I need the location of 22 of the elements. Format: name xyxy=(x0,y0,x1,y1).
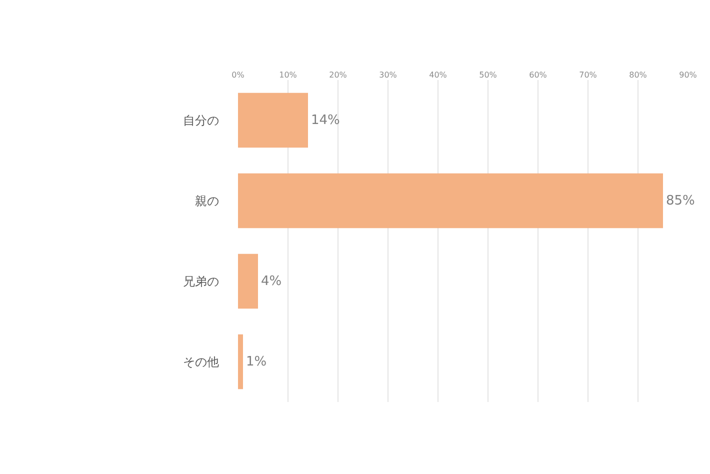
y-tick-label: 親の xyxy=(195,194,219,208)
bar xyxy=(238,334,243,390)
bar xyxy=(238,254,258,309)
x-tick-label: 40% xyxy=(429,70,448,80)
y-tick-label: 自分の xyxy=(183,113,219,128)
x-tick-label: 60% xyxy=(529,70,548,80)
x-tick-label: 50% xyxy=(479,70,498,80)
y-tick-label: 兄弟の xyxy=(183,274,219,288)
x-tick-label: 30% xyxy=(379,70,398,80)
data-label: 14% xyxy=(311,112,340,128)
x-tick-label: 70% xyxy=(579,70,598,80)
x-tick-label: 20% xyxy=(329,70,348,80)
x-tick-label: 0% xyxy=(232,70,245,80)
data-label: 4% xyxy=(261,274,282,289)
x-tick-label: 90% xyxy=(679,70,698,80)
x-tick-label: 80% xyxy=(629,70,648,80)
y-tick-label: その他 xyxy=(183,354,219,369)
bar xyxy=(238,173,663,228)
data-label: 1% xyxy=(246,354,267,370)
x-tick-label: 10% xyxy=(279,70,298,80)
bar xyxy=(238,92,308,148)
data-label: 85% xyxy=(666,193,695,208)
